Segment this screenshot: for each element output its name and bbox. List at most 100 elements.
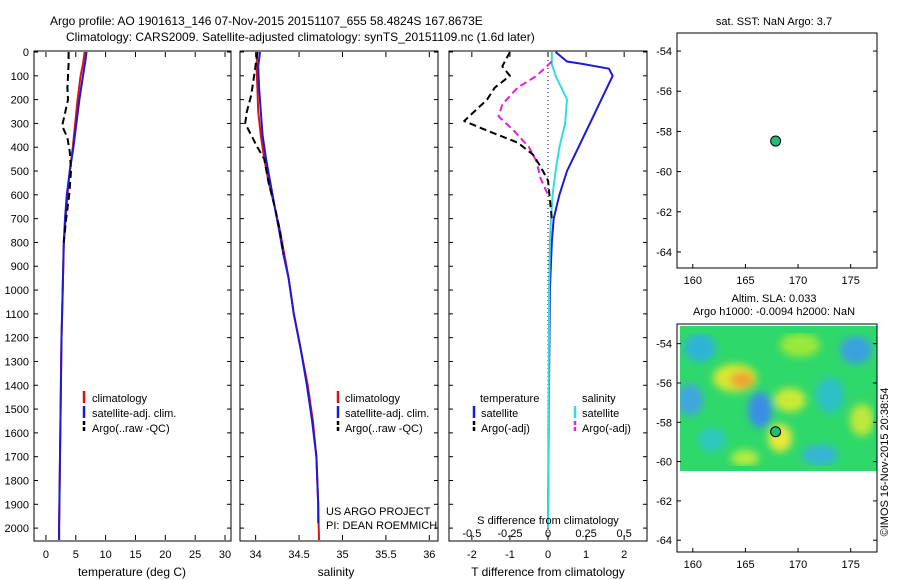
sst-map-title: sat. SST: NaN Argo: 3.7 <box>716 16 832 28</box>
map-y-tick-label: -58 <box>656 126 672 138</box>
map-y-tick-label: -62 <box>656 207 672 219</box>
sla-anomaly <box>780 333 820 357</box>
map-x-tick-label: 165 <box>736 275 754 287</box>
sla-map-title-1: Altim. SLA: 0.033 <box>732 293 817 305</box>
salinity-plot: 34 34.5 35 35.5 36 <box>240 51 438 561</box>
depth-tick-label: 400 <box>11 142 29 154</box>
x-tick-label: 15 <box>129 549 141 561</box>
sla-anomaly <box>680 384 703 416</box>
header-line-2: Climatology: CARS2009. Satellite-adjuste… <box>66 30 535 44</box>
depth-tick-label: 600 <box>11 190 29 202</box>
x-tick-label: 10 <box>100 549 112 561</box>
series-argo <box>61 52 72 243</box>
difference-plot: -2 -1 0 1 2 -0.5 -0.25 0 0.25 0.5 <box>449 51 647 561</box>
x-tick-label: 36 <box>423 549 435 561</box>
project-annotation-line-1: US ARGO PROJECT <box>326 506 431 518</box>
legend-s-argo: Argo(-adj) <box>582 423 631 435</box>
legend-satellite: satellite-adj. clim. <box>92 408 176 420</box>
map-y-tick-label: -54 <box>656 339 672 351</box>
series-sat <box>547 51 614 529</box>
map-x-tick-label: 175 <box>842 275 860 287</box>
salinity-legend: climatology satellite-adj. clim. Argo(..… <box>336 391 429 435</box>
depth-tick-label: 1400 <box>5 380 29 392</box>
argo-position-marker <box>770 135 782 147</box>
series-argo <box>244 51 285 255</box>
sla-field-anomalies <box>680 333 874 466</box>
map-x-tick-label: 175 <box>842 559 860 571</box>
x-tick-label: -1 <box>505 549 515 561</box>
sst-map-frame <box>676 32 878 269</box>
x-tick-label: 34.5 <box>288 549 309 561</box>
depth-tick-label: 1300 <box>5 356 29 368</box>
map-x-tick-label: 160 <box>684 559 702 571</box>
legend-t-satellite: satellite <box>481 408 518 420</box>
map-y-tick-label: -62 <box>656 496 672 508</box>
x-tick-label: 25 <box>189 549 201 561</box>
depth-tick-label: 900 <box>11 261 29 273</box>
header-line-1: Argo profile: AO 1901613_146 07-Nov-2015… <box>50 14 483 28</box>
temperature-legend: climatology satellite-adj. clim. Argo(..… <box>82 391 176 435</box>
depth-tick-label: 1200 <box>5 333 29 345</box>
depth-tick-label: 1000 <box>5 285 29 297</box>
map-y-tick-label: -64 <box>656 535 672 547</box>
temperature-panel-frame <box>33 50 232 542</box>
argo-position-marker <box>770 426 782 438</box>
legend-salinity-heading: salinity <box>582 393 616 405</box>
sla-anomaly <box>684 334 716 362</box>
sla-map-title-2: Argo h1000: -0.0094 h2000: NaN <box>693 306 855 318</box>
series-argo <box>463 51 553 219</box>
s-diff-tick-label: 0 <box>545 528 551 540</box>
series-magenta <box>497 60 553 196</box>
depth-tick-label: 200 <box>11 95 29 107</box>
sla-anomaly <box>774 388 806 412</box>
legend-temperature-heading: temperature <box>480 393 539 405</box>
sla-anomaly <box>802 445 838 465</box>
footer-label: ©IMOS 16-Nov-2015 20:38:54 <box>879 388 891 537</box>
s-difference-label: S difference from climatology <box>477 515 619 527</box>
depth-tick-label: 0 <box>23 47 29 59</box>
s-diff-tick-label: 0.5 <box>617 528 632 540</box>
legend-climatology: climatology <box>92 393 148 405</box>
t-difference-xlabel: T difference from climatology <box>471 565 625 579</box>
depth-tick-label: 700 <box>11 214 29 226</box>
x-tick-label: 0 <box>43 549 49 561</box>
depth-tick-label: 1100 <box>5 309 29 321</box>
depth-tick-label: 1500 <box>5 404 29 416</box>
map-y-tick-label: -60 <box>656 457 672 469</box>
map-y-tick-label: -60 <box>656 167 672 179</box>
depth-tick-label: 1600 <box>5 428 29 440</box>
temperature-plot: 0100200300400500600700800900100011001200… <box>5 47 232 561</box>
s-diff-tick-label: 0.25 <box>575 528 596 540</box>
map-x-tick-label: 165 <box>736 559 754 571</box>
legend-satellite: satellite-adj. clim. <box>345 408 429 420</box>
x-tick-label: 35.5 <box>375 549 396 561</box>
difference-panel-frame <box>448 50 648 542</box>
depth-tick-label: 1800 <box>5 475 29 487</box>
temperature-xlabel: temperature (deg C) <box>78 565 186 579</box>
difference-legend: temperature satellite Argo(-adj) salinit… <box>472 393 631 435</box>
map-y-tick-label: -56 <box>656 86 672 98</box>
sla-anomaly <box>730 372 754 388</box>
depth-tick-label: 100 <box>11 71 29 83</box>
depth-tick-label: 500 <box>11 166 29 178</box>
map-y-tick-label: -58 <box>656 417 672 429</box>
legend-argo: Argo(..raw -QC) <box>345 423 423 435</box>
x-tick-label: 0 <box>545 549 551 561</box>
map-x-tick-label: 170 <box>789 559 807 571</box>
sla-map-frame <box>676 323 878 553</box>
x-tick-label: 5 <box>73 549 79 561</box>
map-y-tick-label: -64 <box>656 247 672 259</box>
sla-anomaly <box>816 377 844 413</box>
sla-map: 160 165 170 175 -54 -56 -58 -60 -62 -64 <box>656 326 877 571</box>
x-tick-label: 2 <box>621 549 627 561</box>
series-sat <box>58 51 88 540</box>
map-x-tick-label: 160 <box>684 275 702 287</box>
series-cyan <box>547 52 568 529</box>
sla-field <box>680 326 877 471</box>
map-y-tick-label: -56 <box>656 378 672 390</box>
legend-climatology: climatology <box>345 393 401 405</box>
x-tick-label: 30 <box>219 549 231 561</box>
x-tick-label: 34 <box>250 549 262 561</box>
depth-tick-label: 1700 <box>5 452 29 464</box>
x-tick-label: -2 <box>467 549 477 561</box>
